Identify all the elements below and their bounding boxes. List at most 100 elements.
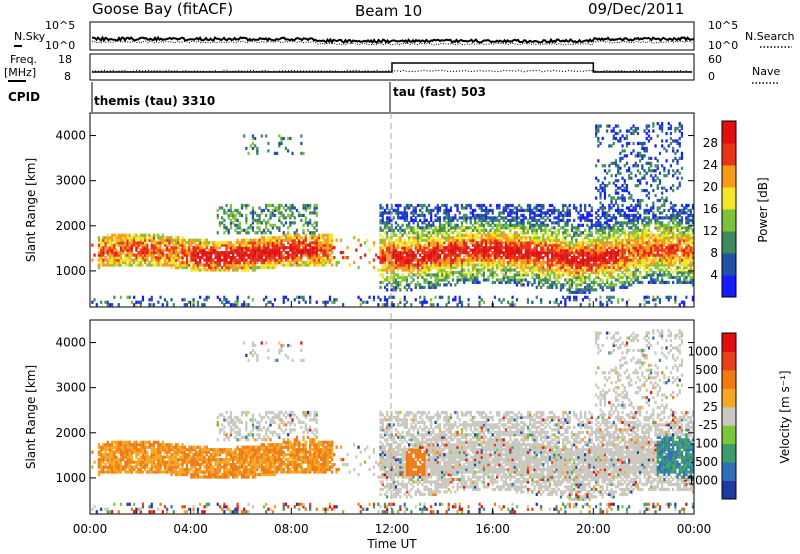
power-cell [236,298,239,302]
power-cell [588,248,591,252]
power-cell [249,144,252,148]
power-cell [262,263,266,267]
power-cell [531,238,534,242]
power-cell [223,260,226,265]
power-cell [372,243,376,247]
power-cell [559,253,563,257]
power-cell [170,258,173,262]
power-cell [265,251,268,255]
power-cell [645,300,648,304]
power-cell [454,243,457,247]
power-cell [249,265,252,270]
power-cell [113,258,116,262]
power-cell [610,285,613,289]
power-cell [478,213,481,218]
power-cell [229,243,233,247]
power-cell [551,283,554,287]
power-cell [573,206,576,210]
power-cell [192,298,195,302]
power-cell [232,268,235,272]
power-cell [436,226,439,230]
power-cell [368,260,371,265]
power-cell [617,236,620,240]
power-cell [535,246,538,250]
power-cell [485,263,488,267]
power-cell [557,218,560,222]
power-cell [392,241,395,245]
power-cell [628,280,631,285]
power-cell [529,223,532,227]
power-cell [229,265,233,270]
power-cell [399,211,402,215]
power-cell [557,233,560,237]
power-cell [634,251,637,255]
power-cell [498,280,501,285]
power-cell [636,169,640,173]
power-cell [520,280,523,285]
power-cell [243,241,246,245]
power-cell [568,290,571,294]
power-cell [568,263,571,267]
power-cell [245,231,248,235]
power-cell [625,184,629,188]
power-cell [551,211,554,215]
power-cell [520,278,523,282]
power-cell [493,233,497,237]
power-cell [207,258,211,262]
power-cell [236,253,239,257]
power-cell [273,265,277,270]
power-cell [628,258,631,262]
power-cell [586,263,589,267]
power-cell [485,211,488,215]
power-cell [441,233,444,237]
power-cell [634,278,637,282]
power-cell [232,255,235,260]
power-cell [540,298,543,302]
power-cell [511,223,514,227]
power-cell [196,300,200,304]
power-cell [117,258,120,262]
power-cell [443,208,446,213]
power-cell [652,251,655,255]
power-cell [419,218,422,222]
power-cell [260,248,263,252]
power-cell [603,226,607,230]
power-cell [504,223,508,227]
power-cell [564,243,567,247]
power-cell [474,241,477,245]
power-cell [166,236,169,240]
freq-label: Freq. [10,53,37,66]
power-cell [614,164,618,168]
power-cell [469,260,472,265]
power-cell [148,251,151,255]
power-cell [652,258,655,262]
power-cell [438,263,442,267]
power-cell [207,251,211,255]
power-cell [287,241,290,245]
power-cell [630,248,633,252]
power-cell [610,218,613,222]
power-cell [438,275,442,280]
power-cell [595,251,598,255]
power-cell [234,258,237,262]
power-cell [130,258,134,262]
power-cell [520,260,523,265]
power-cell [610,228,613,232]
power-cell [533,248,536,252]
power-cell [502,236,505,240]
power-cell [639,233,642,237]
power-cell [533,218,536,222]
power-cell [529,253,532,257]
power-cell [221,216,224,220]
power-cell [630,238,633,242]
power-cell [251,226,255,230]
power-cell [216,260,219,265]
power-cell [150,260,153,265]
power-cell [245,213,248,218]
power-cell [278,208,281,213]
power-cell [381,228,384,232]
power-cell [542,216,545,220]
power-cell [388,275,391,280]
power-cell [427,221,431,225]
power-cell [595,273,598,277]
